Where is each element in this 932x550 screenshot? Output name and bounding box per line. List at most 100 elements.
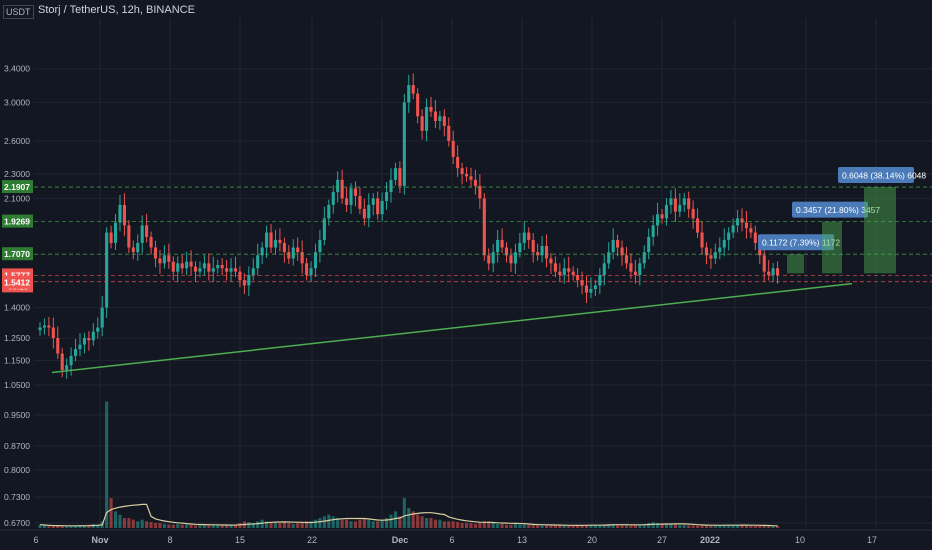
candle-body (211, 268, 215, 272)
candle-body (509, 255, 513, 264)
candle-body (167, 255, 171, 262)
horizontal-levels (34, 186, 932, 283)
volume-bar (696, 525, 700, 528)
candle-body (518, 242, 522, 253)
candle-body (260, 247, 264, 256)
candle-body (331, 192, 335, 205)
volume-bar (189, 525, 193, 528)
candle-body (424, 106, 429, 131)
candle-body (433, 111, 437, 122)
volume-bar (65, 526, 69, 528)
volume-bar (82, 525, 86, 528)
volume-bar (345, 519, 349, 528)
candle-body (305, 263, 309, 276)
volume-bar (567, 525, 571, 528)
volume-bar (433, 519, 437, 528)
volume-bar (371, 521, 375, 528)
candle-body (544, 245, 549, 259)
volume-bar (682, 525, 686, 528)
volume-bar (664, 524, 669, 528)
volume-bar (278, 523, 282, 528)
time-tick-label: Dec (392, 535, 409, 545)
volume-bar (629, 525, 633, 528)
price-tag-label: 1.5412 (4, 278, 30, 288)
volume-bar (687, 525, 691, 528)
candle-body (362, 208, 366, 219)
candle-body (402, 102, 406, 186)
candle-body (349, 188, 353, 205)
volume-bar (193, 525, 198, 528)
volume-bar (353, 521, 358, 528)
candle-body (131, 247, 135, 253)
volume-bar (233, 524, 238, 528)
volume-bar (656, 523, 660, 528)
candle-body (656, 214, 660, 226)
volume-bar (504, 524, 509, 528)
volume-bar (713, 525, 717, 528)
candle-body (42, 325, 46, 328)
volume-bar (47, 526, 51, 528)
volume-bar (731, 525, 735, 528)
candle-body (469, 176, 473, 180)
volume-bar (620, 525, 624, 528)
volume-bar (362, 518, 366, 528)
volume-bar (296, 523, 300, 528)
volume-bar (638, 524, 642, 528)
volume-bar (367, 519, 371, 528)
time-tick-label: 17 (867, 535, 877, 545)
candle-body (353, 188, 358, 196)
volume-bar (776, 526, 780, 528)
candle-body (438, 116, 442, 122)
candle-body (118, 204, 122, 223)
candle-body (620, 247, 624, 256)
candle-body (767, 271, 771, 276)
price-tick-label: 1.1500 (4, 356, 30, 366)
candle-body (233, 268, 238, 272)
candle-body (580, 280, 584, 286)
time-tick-label: 13 (517, 535, 527, 545)
volume-bar (584, 524, 589, 528)
candle-body (313, 252, 318, 269)
candle-body (549, 258, 553, 264)
time-tick-label: 10 (795, 535, 805, 545)
volume-bar (464, 523, 469, 528)
time-tick-label: 22 (307, 535, 317, 545)
time-tick-label: 27 (657, 535, 667, 545)
volume-bar (287, 523, 291, 528)
volume-bar (247, 522, 251, 528)
time-tick-label: 15 (235, 535, 245, 545)
price-tick-label: 3.4000 (4, 64, 30, 74)
volume-bar (736, 525, 740, 528)
price-tick-label: 2.3000 (4, 169, 30, 179)
candle-body (713, 252, 717, 259)
volume-bar (478, 523, 482, 528)
candle-body (398, 168, 402, 186)
candle-body (500, 239, 504, 248)
volume-bar (407, 508, 411, 528)
volume-bar (78, 525, 82, 528)
candle-body (149, 236, 153, 248)
currency-tag[interactable]: USDT (3, 5, 34, 19)
price-tag-bg (2, 214, 33, 228)
candle-body (496, 239, 500, 253)
candle-body (473, 179, 477, 186)
time-tick-label: 6 (33, 535, 38, 545)
measure-targets: 0.1172 (7.39%) 1172 0.3457 (21.80%) 3457 0… (758, 167, 926, 274)
candle-body (229, 268, 233, 272)
time-axis-bg (0, 530, 932, 550)
volume-bar (527, 525, 531, 528)
candle-body (527, 232, 531, 240)
symbol-title: Storj / TetherUS, 12h, BINANCE (38, 4, 195, 16)
candle-body (309, 268, 313, 276)
candle-body (318, 239, 322, 253)
volume-bar (496, 524, 500, 528)
candle-body (91, 331, 95, 341)
volume-bar (318, 518, 322, 528)
candle-body (669, 198, 673, 205)
volume-bar (447, 521, 451, 528)
candle-body (38, 327, 42, 331)
volume-bar (411, 511, 415, 528)
volume-bar (185, 524, 189, 528)
candle-body (278, 239, 282, 243)
